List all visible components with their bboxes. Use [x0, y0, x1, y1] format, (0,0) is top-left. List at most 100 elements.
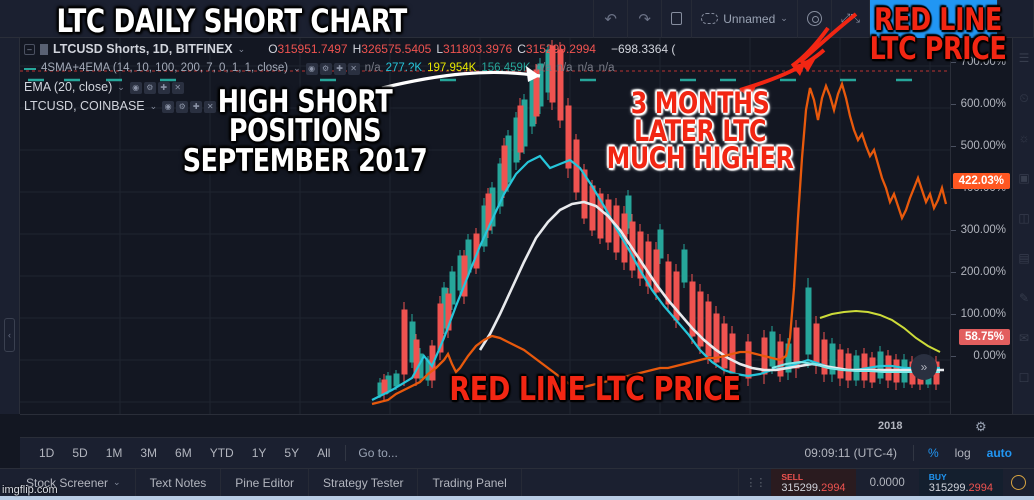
- range-6m[interactable]: 6M: [175, 446, 192, 460]
- stock-screener-label: Stock Screener: [26, 475, 109, 490]
- price-tick-700: 700.00%: [960, 56, 1006, 68]
- ind1-val-3: 156.459K: [481, 62, 531, 74]
- legend-indicator-row-1[interactable]: 4SMA+4EMA (14, 10, 100, 200, 7, 0, 1, 1,…: [24, 59, 675, 78]
- layout-name-label: Unnamed: [723, 11, 776, 26]
- eye-icon[interactable]: ◉: [129, 81, 142, 94]
- chevron-down-icon[interactable]: ⌄: [113, 477, 121, 487]
- price-tick-200: 200.00%: [960, 266, 1006, 278]
- range-1m[interactable]: 1M: [105, 446, 123, 460]
- range-1d[interactable]: 1D: [39, 446, 55, 460]
- price-tick-300: 300.00%: [960, 224, 1006, 236]
- ind1-val-5: n/a: [556, 62, 573, 74]
- symbol-chevron-down-icon[interactable]: ⌄: [237, 44, 246, 54]
- top-toolbar: ↶ ↷ Unnamed ⌄ ⤢⤡: [0, 0, 1034, 38]
- watchlist-icon[interactable]: ☰: [1018, 51, 1030, 65]
- range-3m[interactable]: 3M: [140, 446, 158, 460]
- bottom-tab-pine-editor[interactable]: Pine Editor: [221, 468, 309, 497]
- rail-collapse-handle[interactable]: ‹: [4, 318, 15, 352]
- data-window-icon[interactable]: ◫: [1018, 211, 1030, 225]
- indicator-1-chevron-down-icon[interactable]: ⌄: [293, 63, 301, 73]
- gear-icon[interactable]: ⚙: [975, 419, 987, 434]
- ideas-icon[interactable]: ✎: [1018, 291, 1030, 305]
- ohlc-open: O315951.7497: [268, 42, 348, 56]
- layout-name-button[interactable]: Unnamed ⌄: [692, 0, 798, 38]
- ind1-val-6: n/a: [577, 62, 594, 74]
- close-icon[interactable]: ✕: [347, 62, 360, 75]
- indicator-3-controls[interactable]: ◉ ⚙ ✚ ✕: [162, 100, 217, 113]
- plus-icon[interactable]: ✚: [190, 100, 203, 113]
- gear-icon: [806, 11, 822, 26]
- alerts-icon[interactable]: ⏲: [1019, 90, 1029, 105]
- log-scale-button[interactable]: log: [954, 446, 971, 460]
- bottom-tab-text-notes[interactable]: Text Notes: [136, 468, 222, 497]
- range-1y[interactable]: 1Y: [251, 446, 267, 460]
- scroll-to-realtime-button[interactable]: »: [911, 354, 937, 380]
- close-icon[interactable]: ✕: [204, 100, 217, 113]
- strategy-tester-label: Strategy Tester: [323, 475, 404, 490]
- gear-icon[interactable]: ⚙: [176, 100, 189, 113]
- divider: [345, 445, 347, 461]
- bottom-tab-trading-panel[interactable]: Trading Panel: [418, 468, 522, 497]
- right-toolbar-rail[interactable]: ☰ ⏲ ☼ ▣ ◫ ▤ ✎ ✉ ☐: [1012, 38, 1034, 500]
- drag-grip-icon[interactable]: ⋮⋮: [745, 477, 766, 489]
- bottom-tab-stock-screener[interactable]: Stock Screener ⌄: [0, 468, 136, 497]
- text-notes-label: Text Notes: [149, 475, 207, 490]
- spread-value: 0.0000: [869, 476, 905, 489]
- indicator-2-controls[interactable]: ◉ ⚙ ✚ ✕: [129, 81, 184, 94]
- close-icon[interactable]: ✕: [171, 81, 184, 94]
- connection-circle-icon: [1011, 475, 1026, 490]
- bottom-tab-strategy-tester[interactable]: Strategy Tester: [309, 468, 419, 497]
- time-axis[interactable]: 2018 ⚙: [20, 414, 1034, 438]
- gear-icon[interactable]: ⚙: [319, 62, 332, 75]
- chart-settings-button[interactable]: [798, 0, 832, 38]
- buy-button[interactable]: BUY 315299.2994: [918, 468, 1003, 497]
- drawing-tools-rail[interactable]: ‹: [0, 38, 20, 414]
- indicator-1-label[interactable]: 4SMA+4EMA (14, 10, 100, 200, 7, 0, 1, 1,…: [41, 62, 289, 74]
- percent-scale-button[interactable]: %: [927, 446, 939, 460]
- plus-icon[interactable]: ✚: [333, 62, 346, 75]
- ltc-price-line: [371, 80, 948, 406]
- range-5d[interactable]: 5D: [72, 446, 88, 460]
- symbol-flag-icon: [40, 44, 48, 55]
- news-icon[interactable]: ▤: [1018, 251, 1030, 265]
- symbol-label[interactable]: LTCUSD Shorts, 1D, BITFINEX: [53, 42, 233, 56]
- meme-three-months-text: 3 MONTHS LATER LTC MUCH HIGHER: [606, 86, 794, 176]
- toolbar-highlighted-region[interactable]: [870, 0, 998, 38]
- indicator-3-chevron-down-icon[interactable]: ⌄: [149, 101, 158, 111]
- indicator-3-label[interactable]: LTCUSD, COINBASE: [24, 99, 145, 113]
- plus-icon[interactable]: ✚: [157, 81, 170, 94]
- indicator-1-controls[interactable]: ◉ ⚙ ✚ ✕: [305, 62, 360, 75]
- hotlist-icon[interactable]: ☼: [1018, 131, 1030, 145]
- chart-pane[interactable]: – LTCUSD Shorts, 1D, BITFINEX ⌄ O315951.…: [20, 38, 950, 414]
- calendar-icon[interactable]: ▣: [1018, 171, 1030, 185]
- range-bar-right-group: 09:09:11 (UTC-4) % log auto: [804, 445, 1034, 461]
- legend-indicator-row-2[interactable]: EMA (20, close) ⌄ ◉ ⚙ ✚ ✕: [24, 78, 675, 97]
- go-to-date-button[interactable]: Go to...: [358, 446, 398, 460]
- undo-button[interactable]: ↶: [594, 0, 629, 38]
- chat-icon[interactable]: ✉: [1018, 331, 1030, 345]
- layout-square-button[interactable]: [662, 0, 693, 38]
- indicator-2-label[interactable]: EMA (20, close): [24, 80, 113, 94]
- sell-button[interactable]: SELL 315299.2994: [771, 468, 856, 497]
- redo-button[interactable]: ↷: [628, 0, 663, 38]
- divider: [912, 445, 914, 461]
- ohlc-low: L311803.3976: [436, 42, 513, 56]
- collapse-icon[interactable]: –: [24, 44, 35, 55]
- range-5y[interactable]: 5Y: [284, 446, 300, 460]
- ind1-val-7: n/a: [598, 62, 615, 74]
- legend-indicator-row-3[interactable]: LTCUSD, COINBASE ⌄ ◉ ⚙ ✚ ✕: [24, 97, 675, 116]
- eye-icon[interactable]: ◉: [162, 100, 175, 113]
- indicator-2-chevron-down-icon[interactable]: ⌄: [117, 82, 125, 92]
- range-ytd[interactable]: YTD: [209, 446, 234, 460]
- gear-icon[interactable]: ⚙: [143, 81, 156, 94]
- auto-scale-button[interactable]: auto: [986, 446, 1012, 460]
- ind1-val-4: n/a: [535, 62, 552, 74]
- notes-icon[interactable]: ☐: [1018, 371, 1030, 385]
- legend-symbol-row[interactable]: – LTCUSD Shorts, 1D, BITFINEX ⌄ O315951.…: [24, 40, 675, 59]
- pine-editor-label: Pine Editor: [235, 475, 294, 490]
- ohlc-change: −698.3364 (: [610, 42, 676, 56]
- range-all[interactable]: All: [317, 446, 331, 460]
- price-axis[interactable]: 700.00% 600.00% 500.00% 400.00% 300.00% …: [950, 38, 1012, 414]
- eye-icon[interactable]: ◉: [305, 62, 318, 75]
